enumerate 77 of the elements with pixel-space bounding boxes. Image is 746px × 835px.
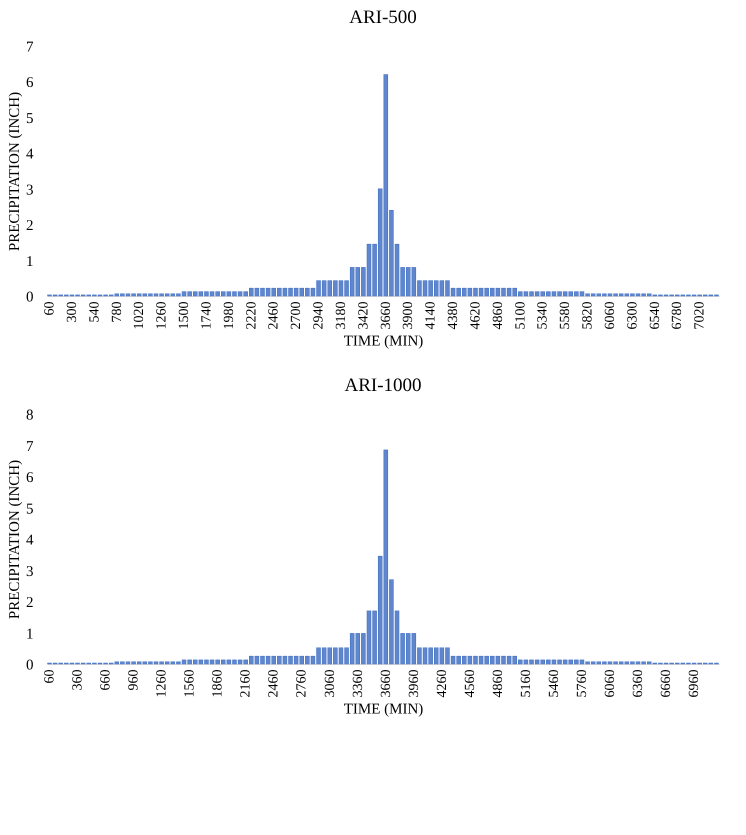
y-tick-label: 8 bbox=[26, 408, 34, 424]
x-tick-label: 5100 bbox=[513, 302, 528, 330]
y-tick-label: 2 bbox=[26, 218, 34, 234]
x-tick-label: 3900 bbox=[401, 302, 416, 330]
x-tick-label: 2460 bbox=[266, 670, 282, 698]
x-tick-label: 3060 bbox=[322, 670, 338, 698]
y-tick-label: 5 bbox=[26, 501, 34, 518]
y-tick-label: 6 bbox=[26, 75, 34, 92]
x-tick-label: 2460 bbox=[266, 302, 282, 330]
x-tick-label: 5340 bbox=[536, 302, 551, 330]
y-tick-label: 4 bbox=[26, 146, 34, 163]
x-tick-label: 6360 bbox=[631, 670, 646, 698]
x-tick-label: 6060 bbox=[602, 302, 618, 330]
x-tick-label: 6660 bbox=[659, 670, 674, 698]
x-tick-label: 1860 bbox=[210, 670, 226, 698]
x-tick-label: 5160 bbox=[518, 670, 534, 698]
chart-title: ARI-1000 bbox=[344, 375, 422, 396]
x-tick-label: 780 bbox=[110, 302, 125, 322]
y-tick-label: 1 bbox=[26, 626, 34, 642]
x-tick-label: 4620 bbox=[468, 302, 484, 330]
chart-title: ARI-500 bbox=[349, 7, 417, 28]
x-tick-label: 60 bbox=[42, 670, 58, 684]
y-tick-label: 3 bbox=[26, 182, 34, 198]
x-tick-label: 4140 bbox=[424, 302, 439, 330]
x-tick-label: 5760 bbox=[574, 670, 590, 698]
x-tick-label: 4380 bbox=[446, 302, 462, 330]
x-tick-label: 3660 bbox=[378, 302, 394, 330]
y-tick-label: 5 bbox=[26, 110, 34, 127]
x-tick-label: 5460 bbox=[546, 670, 562, 698]
x-tick-label: 1500 bbox=[177, 302, 192, 330]
x-tick-label: 4260 bbox=[434, 670, 450, 698]
x-tick-label: 6540 bbox=[648, 302, 663, 330]
y-tick-label: 0 bbox=[26, 290, 34, 306]
y-tick-label: 3 bbox=[26, 564, 34, 580]
x-axis-title: TIME (MIN) bbox=[344, 334, 424, 350]
x-tick-label: 6780 bbox=[670, 302, 686, 330]
x-tick-label: 960 bbox=[126, 670, 142, 690]
x-tick-label: 2700 bbox=[289, 302, 304, 330]
y-axis-title: PRECIPITATION (INCH) bbox=[7, 92, 23, 252]
x-tick-label: 4860 bbox=[490, 302, 506, 330]
x-tick-label: 6300 bbox=[625, 302, 640, 330]
y-tick-label: 1 bbox=[26, 254, 34, 270]
x-tick-label: 2160 bbox=[238, 670, 254, 698]
x-tick-label: 6060 bbox=[602, 670, 618, 698]
x-tick-label: 540 bbox=[87, 302, 102, 322]
y-tick-label: 4 bbox=[26, 532, 34, 548]
x-tick-label: 6960 bbox=[687, 670, 702, 698]
x-tick-label: 2760 bbox=[294, 670, 310, 698]
y-axis-title: PRECIPITATION (INCH) bbox=[7, 460, 23, 620]
x-tick-label: 1560 bbox=[182, 670, 198, 698]
y-tick-label: 7 bbox=[26, 438, 34, 455]
x-tick-label: 360 bbox=[70, 670, 86, 690]
x-tick-label: 1980 bbox=[222, 302, 237, 330]
x-tick-label: 60 bbox=[42, 302, 58, 316]
x-tick-label: 2940 bbox=[312, 302, 327, 330]
x-tick-label: 7020 bbox=[692, 302, 708, 330]
y-tick-label: 6 bbox=[26, 470, 34, 486]
x-tick-label: 1020 bbox=[132, 302, 148, 330]
y-tick-label: 2 bbox=[26, 595, 34, 611]
x-tick-label: 3660 bbox=[378, 670, 394, 698]
x-tick-label: 3960 bbox=[406, 670, 422, 698]
x-tick-label: 2220 bbox=[244, 302, 260, 330]
x-tick-label: 4860 bbox=[490, 670, 506, 698]
x-tick-label: 5820 bbox=[580, 302, 596, 330]
x-tick-label: 5580 bbox=[558, 302, 574, 330]
x-tick-label: 3420 bbox=[356, 302, 372, 330]
y-tick-label: 0 bbox=[26, 658, 34, 674]
y-tick-label: 7 bbox=[26, 40, 34, 56]
x-tick-label: 1260 bbox=[154, 302, 170, 330]
x-tick-label: 3360 bbox=[350, 670, 366, 698]
x-tick-label: 4560 bbox=[462, 670, 478, 698]
x-tick-label: 1260 bbox=[154, 670, 170, 698]
x-tick-label: 660 bbox=[98, 670, 114, 690]
x-tick-label: 1740 bbox=[199, 302, 214, 330]
x-tick-label: 3180 bbox=[334, 302, 349, 330]
x-tick-label: 300 bbox=[64, 302, 80, 322]
x-axis-title: TIME (MIN) bbox=[344, 702, 424, 718]
